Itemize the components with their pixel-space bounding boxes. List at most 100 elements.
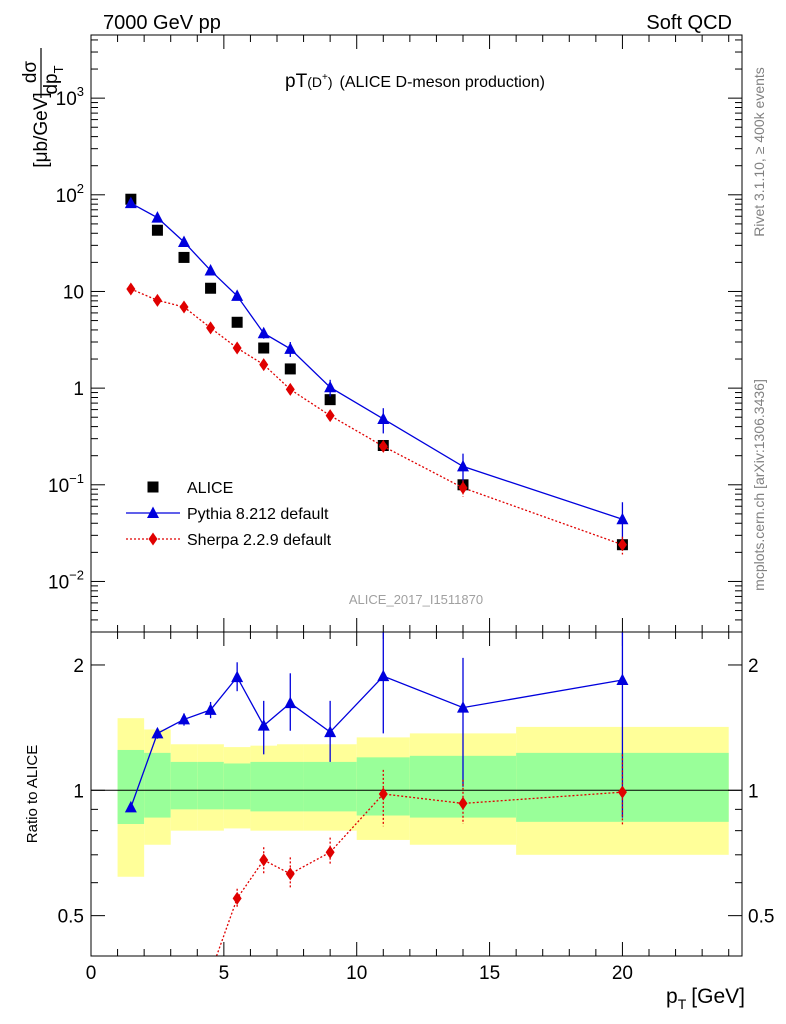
legend-label: Pythia 8.212 default (187, 506, 329, 523)
data-point (616, 512, 629, 525)
main-y-tick-label-base: 1 (73, 379, 84, 400)
main-y-tick-label: 10−2 (48, 567, 84, 593)
ratio-stat-band-0 (117, 749, 145, 825)
x-tick-label: 15 (479, 963, 500, 984)
ratio-data-point (457, 701, 469, 713)
legend-entry: Pythia 8.212 default (126, 506, 329, 523)
ratio-data-point (616, 673, 629, 686)
series-line (130, 202, 623, 520)
data-point (204, 263, 217, 276)
header-right-label: Soft QCD (646, 12, 732, 34)
ylabel-denominator: dpT (41, 65, 66, 94)
ylabel-unit: [μb/GeV] (31, 92, 52, 167)
data-point (231, 289, 244, 301)
data-point (232, 341, 242, 355)
ratio-data-point (232, 891, 242, 905)
main-y-tick-label-exp: −2 (69, 567, 84, 582)
data-point (178, 235, 190, 247)
ratio-y-tick-label: 1 (73, 781, 84, 802)
legend-marker (147, 506, 159, 518)
data-point (206, 321, 216, 335)
legend-marker (147, 481, 159, 493)
ratio-y-axis-label: Ratio to ALICE (24, 745, 41, 843)
x-tick-label: 20 (612, 963, 633, 984)
ratio-data-point (617, 785, 627, 799)
ratio-stat-band-7 (303, 761, 357, 812)
data-point (151, 224, 163, 236)
rivet-side-label: Rivet 3.1.10, ≥ 400k events (751, 67, 767, 237)
title-sub: (D (307, 74, 322, 90)
data-point (179, 300, 189, 314)
xlabel-unit: [GeV] (691, 985, 745, 1008)
ylabel-numerator: dσ (20, 61, 41, 84)
title-main: pT (285, 71, 308, 92)
ratio-data-point (151, 726, 164, 739)
main-series-diamond (126, 282, 627, 555)
x-tick-label: 5 (219, 963, 230, 984)
data-point (458, 481, 468, 495)
ratio-panel-frame (90, 631, 743, 957)
main-y-tick-label: 102 (56, 181, 84, 207)
data-point (617, 538, 627, 552)
ratio-data-point (178, 712, 190, 725)
main-y-tick-label-base: 10 (56, 186, 77, 207)
main-title: pT(D+) (ALICE D-meson production) (285, 71, 545, 92)
main-y-tick-label: 103 (56, 84, 84, 110)
ylabel-denominator-main: dp (41, 73, 62, 94)
ylabel-denominator-sub: T (51, 65, 66, 73)
main-y-tick-label-exp: −1 (69, 471, 84, 486)
title-sup: + (322, 72, 328, 83)
watermark-label: ALICE_2017_I1511870 (349, 592, 483, 607)
data-point (325, 409, 335, 423)
title-rest: (ALICE D-meson production) (340, 74, 545, 91)
x-tick-label: 0 (86, 963, 97, 984)
main-y-tick-label-exp: 2 (77, 181, 84, 196)
x-axis-label: pT [GeV] (666, 985, 745, 1012)
main-y-tick-label: 1 (73, 379, 84, 400)
x-tick-label: 10 (346, 963, 367, 984)
ratio-y-tick-label-right: 2 (748, 656, 759, 677)
legend-label: ALICE (187, 480, 233, 497)
main-y-tick-label-base: 10 (56, 89, 77, 110)
ratio-data-point (259, 853, 269, 867)
data-point (257, 326, 270, 339)
ratio-stat-band-5 (250, 761, 277, 812)
data-point (205, 282, 217, 294)
ratio-stat-band-4 (223, 763, 251, 810)
data-point (284, 342, 297, 354)
ratio-series-diamond (215, 754, 627, 957)
data-point (124, 196, 137, 209)
ratio-stat-band-1 (144, 752, 171, 818)
data-point (377, 412, 390, 424)
ratio-stat-band-3 (197, 761, 224, 810)
data-point (178, 251, 190, 263)
header-left-label: 7000 GeV pp (103, 12, 221, 34)
ratio-uncertainty-bands (91, 718, 742, 877)
legend-label: Sherpa 2.2.9 default (187, 532, 332, 549)
main-y-tick-label-base: 10 (48, 572, 69, 593)
data-point (258, 342, 270, 354)
xlabel-main: p (666, 985, 678, 1008)
data-point (324, 380, 337, 393)
legend-entry: Sherpa 2.2.9 default (126, 532, 332, 549)
data-point (285, 382, 295, 396)
data-point (457, 459, 469, 472)
data-point (126, 282, 136, 296)
main-y-tick-label: 10 (63, 282, 84, 303)
main-y-axis-label: dσ dpT [μb/GeV] (20, 48, 66, 168)
data-point (231, 316, 243, 328)
ratio-data-point (377, 669, 390, 682)
mcplots-side-label: mcplots.cern.ch [arXiv:1306.3436] (751, 379, 767, 591)
data-point (378, 439, 388, 453)
ratio-series-line (215, 791, 623, 957)
main-y-tick-label: 10−1 (48, 471, 84, 497)
ratio-data-point (204, 703, 217, 715)
data-point (284, 363, 296, 375)
data-point (151, 211, 164, 223)
legend: ALICE Pythia 8.212 default Sherpa 2.2.9 de… (126, 480, 332, 549)
ratio-data-point (458, 796, 468, 810)
main-y-tick-label-exp: 3 (77, 84, 84, 99)
main-data-series (124, 193, 629, 555)
